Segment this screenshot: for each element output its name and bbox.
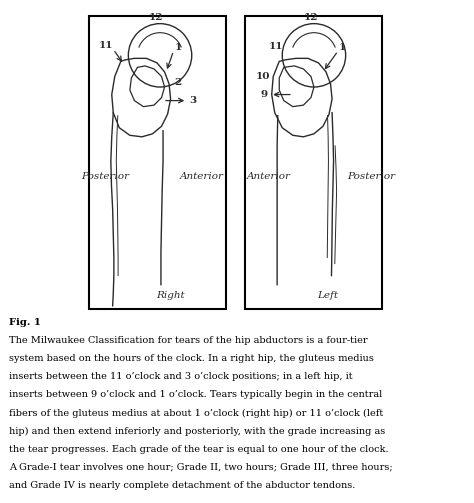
Text: 11: 11 — [269, 42, 283, 51]
Text: Anterior: Anterior — [246, 172, 291, 181]
Text: Left: Left — [317, 291, 338, 300]
Text: 11: 11 — [99, 41, 113, 50]
Text: and Grade IV is nearly complete detachment of the abductor tendons.: and Grade IV is nearly complete detachme… — [9, 481, 356, 490]
Text: 12: 12 — [304, 13, 318, 22]
Text: inserts between 9 o’clock and 1 o’clock. Tears typically begin in the central: inserts between 9 o’clock and 1 o’clock.… — [9, 390, 383, 399]
Text: The Milwaukee Classification for tears of the hip abductors is a four-tier: The Milwaukee Classification for tears o… — [9, 336, 368, 345]
Text: 3: 3 — [190, 96, 197, 105]
Text: Fig. 1: Fig. 1 — [9, 317, 41, 326]
Text: 12: 12 — [148, 13, 163, 22]
Bar — [245, 16, 382, 309]
Text: fibers of the gluteus medius at about 1 o’clock (right hip) or 11 o’clock (left: fibers of the gluteus medius at about 1 … — [9, 408, 384, 417]
Text: hip) and then extend inferiorly and posteriorly, with the grade increasing as: hip) and then extend inferiorly and post… — [9, 427, 386, 436]
Text: 2: 2 — [174, 78, 182, 87]
Text: Right: Right — [156, 291, 185, 300]
Text: Anterior: Anterior — [180, 172, 224, 181]
Text: the tear progresses. Each grade of the tear is equal to one hour of the clock.: the tear progresses. Each grade of the t… — [9, 445, 389, 454]
Text: 1: 1 — [339, 43, 346, 52]
Text: 9: 9 — [261, 90, 268, 99]
Bar — [89, 16, 227, 309]
Text: Posterior: Posterior — [82, 172, 130, 181]
Text: 10: 10 — [255, 72, 270, 81]
Text: 1: 1 — [174, 43, 182, 52]
Text: Posterior: Posterior — [347, 172, 395, 181]
Text: A Grade-I tear involves one hour; Grade II, two hours; Grade III, three hours;: A Grade-I tear involves one hour; Grade … — [9, 463, 393, 472]
Text: inserts between the 11 o’clock and 3 o’clock positions; in a left hip, it: inserts between the 11 o’clock and 3 o’c… — [9, 372, 353, 381]
Text: system based on the hours of the clock. In a right hip, the gluteus medius: system based on the hours of the clock. … — [9, 354, 374, 363]
